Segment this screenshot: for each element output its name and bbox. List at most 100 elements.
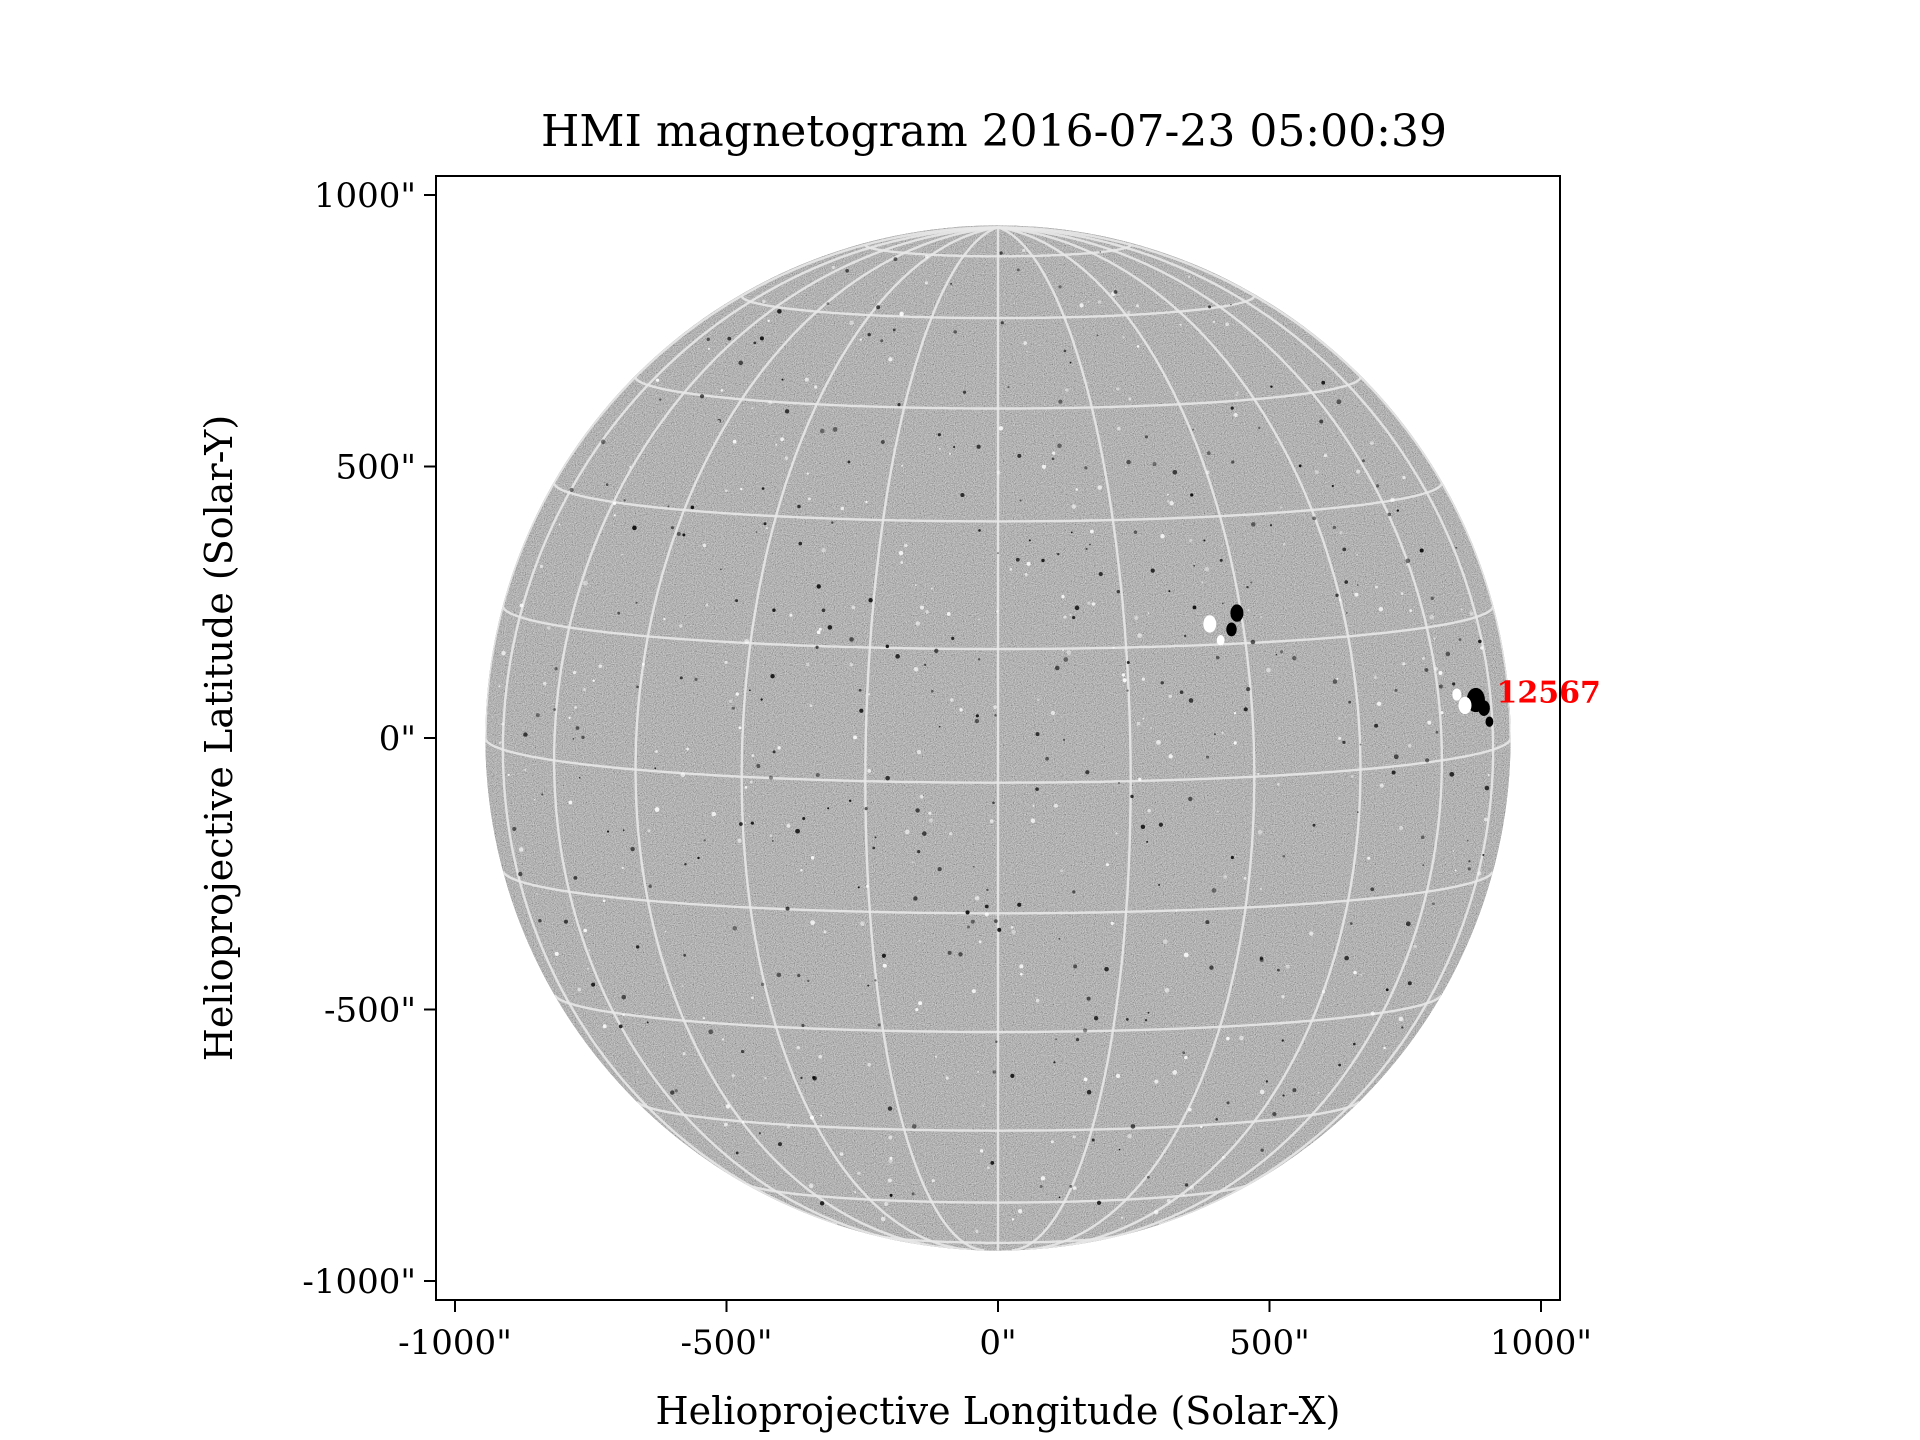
magnetic-element bbox=[986, 888, 989, 892]
magnetic-element bbox=[725, 1104, 731, 1109]
magnetic-element bbox=[744, 822, 747, 824]
magnetic-element bbox=[1072, 1186, 1077, 1190]
magnetic-element bbox=[1374, 723, 1379, 728]
magnetic-element bbox=[1376, 701, 1382, 707]
magnetic-element bbox=[1257, 829, 1263, 835]
magnetic-element bbox=[915, 808, 920, 813]
magnetic-element bbox=[1146, 840, 1149, 843]
magnetic-element bbox=[1104, 966, 1109, 972]
magnetic-element bbox=[1432, 902, 1435, 906]
magnetic-element bbox=[654, 807, 660, 812]
magnetic-element bbox=[979, 1149, 984, 1153]
y-tick-label: 0" bbox=[379, 719, 416, 759]
magnetic-element bbox=[915, 621, 921, 626]
magnetic-element bbox=[751, 407, 754, 410]
magnetic-element bbox=[1058, 937, 1061, 940]
magnetic-element bbox=[1219, 558, 1223, 562]
magnetic-element bbox=[996, 552, 999, 555]
magnetic-element bbox=[518, 847, 524, 852]
magnetic-element bbox=[1226, 1036, 1230, 1041]
magnetic-element bbox=[1233, 412, 1238, 418]
magnetic-element bbox=[724, 660, 728, 664]
magnetic-element bbox=[1069, 613, 1072, 617]
magnetic-element bbox=[1093, 1015, 1099, 1021]
magnetic-element bbox=[1211, 888, 1217, 893]
longitude-line bbox=[634, 226, 999, 1250]
magnetic-element bbox=[770, 674, 775, 679]
magnetic-element bbox=[958, 952, 963, 957]
magnetic-element bbox=[1115, 832, 1118, 835]
magnetic-element bbox=[857, 886, 860, 889]
magnetic-element bbox=[867, 768, 872, 773]
magnetic-element bbox=[1452, 850, 1455, 853]
magnetic-element bbox=[1053, 1061, 1056, 1064]
longitude-line bbox=[740, 226, 999, 1251]
magnetic-element bbox=[1136, 345, 1140, 348]
magnetic-element bbox=[960, 492, 965, 498]
magnetic-element bbox=[674, 1089, 678, 1093]
magnetic-element bbox=[654, 767, 657, 770]
magnetic-element bbox=[1010, 1073, 1015, 1078]
magnetic-element bbox=[572, 671, 577, 675]
magnetic-element bbox=[738, 822, 743, 826]
magnetic-element bbox=[682, 533, 686, 537]
magnetic-element bbox=[998, 426, 1004, 431]
magnetic-element bbox=[558, 523, 561, 526]
magnetic-element bbox=[1141, 677, 1146, 681]
magnetic-element bbox=[1480, 646, 1484, 650]
magnetic-element bbox=[949, 698, 954, 702]
magnetic-element bbox=[934, 648, 939, 654]
magnetic-element bbox=[1246, 585, 1249, 589]
magnetic-element bbox=[1223, 874, 1228, 879]
magnetic-element bbox=[1438, 670, 1443, 675]
magnetic-element bbox=[995, 1040, 998, 1043]
magnetic-element bbox=[711, 811, 717, 817]
longitude-line bbox=[998, 226, 1511, 739]
magnetic-element bbox=[839, 1152, 844, 1156]
magnetic-element bbox=[978, 940, 982, 944]
magnetic-element bbox=[1413, 944, 1417, 949]
magnetic-element bbox=[1138, 777, 1142, 781]
magnetic-element bbox=[646, 1021, 649, 1024]
magnetic-element bbox=[642, 662, 645, 666]
magnetic-element bbox=[768, 400, 772, 405]
active-region-flux bbox=[1203, 615, 1217, 633]
magnetic-element bbox=[681, 985, 684, 987]
magnetic-element bbox=[1259, 956, 1264, 960]
magnetic-element bbox=[723, 1122, 728, 1127]
magnetic-element bbox=[699, 394, 705, 399]
magnetic-element bbox=[810, 920, 815, 926]
magnetic-element bbox=[731, 1073, 735, 1078]
magnetic-element bbox=[583, 928, 587, 933]
magnetic-element bbox=[1394, 688, 1398, 692]
magnetic-element bbox=[897, 403, 901, 407]
magnetic-element bbox=[797, 973, 801, 978]
magnetic-element bbox=[731, 706, 735, 710]
magnetic-element bbox=[546, 626, 551, 630]
magnetic-element bbox=[868, 693, 871, 696]
magnetic-element bbox=[1230, 855, 1234, 860]
magnetic-element bbox=[1035, 998, 1040, 1003]
magnetic-element bbox=[904, 543, 908, 548]
magnetic-element bbox=[1116, 387, 1120, 391]
magnetic-element bbox=[686, 747, 689, 751]
magnetic-element bbox=[702, 1017, 706, 1020]
magnetic-element bbox=[727, 336, 732, 341]
magnetic-element bbox=[911, 861, 914, 864]
magnetic-element bbox=[951, 636, 955, 641]
magnetic-element bbox=[707, 347, 711, 350]
magnetic-element bbox=[880, 339, 884, 343]
magnetic-element bbox=[931, 1179, 935, 1183]
magnetic-element bbox=[1062, 649, 1065, 652]
magnetic-element bbox=[867, 984, 870, 987]
magnetic-element bbox=[1163, 939, 1168, 944]
magnetic-element bbox=[1356, 584, 1359, 586]
magnetic-element bbox=[802, 817, 806, 821]
magnetic-element bbox=[1075, 1038, 1080, 1042]
magnetic-element bbox=[1279, 506, 1282, 509]
magnetic-element bbox=[1189, 538, 1193, 543]
magnetic-element bbox=[1407, 743, 1412, 748]
magnetic-element bbox=[1152, 462, 1157, 467]
magnetic-element bbox=[1016, 268, 1020, 272]
